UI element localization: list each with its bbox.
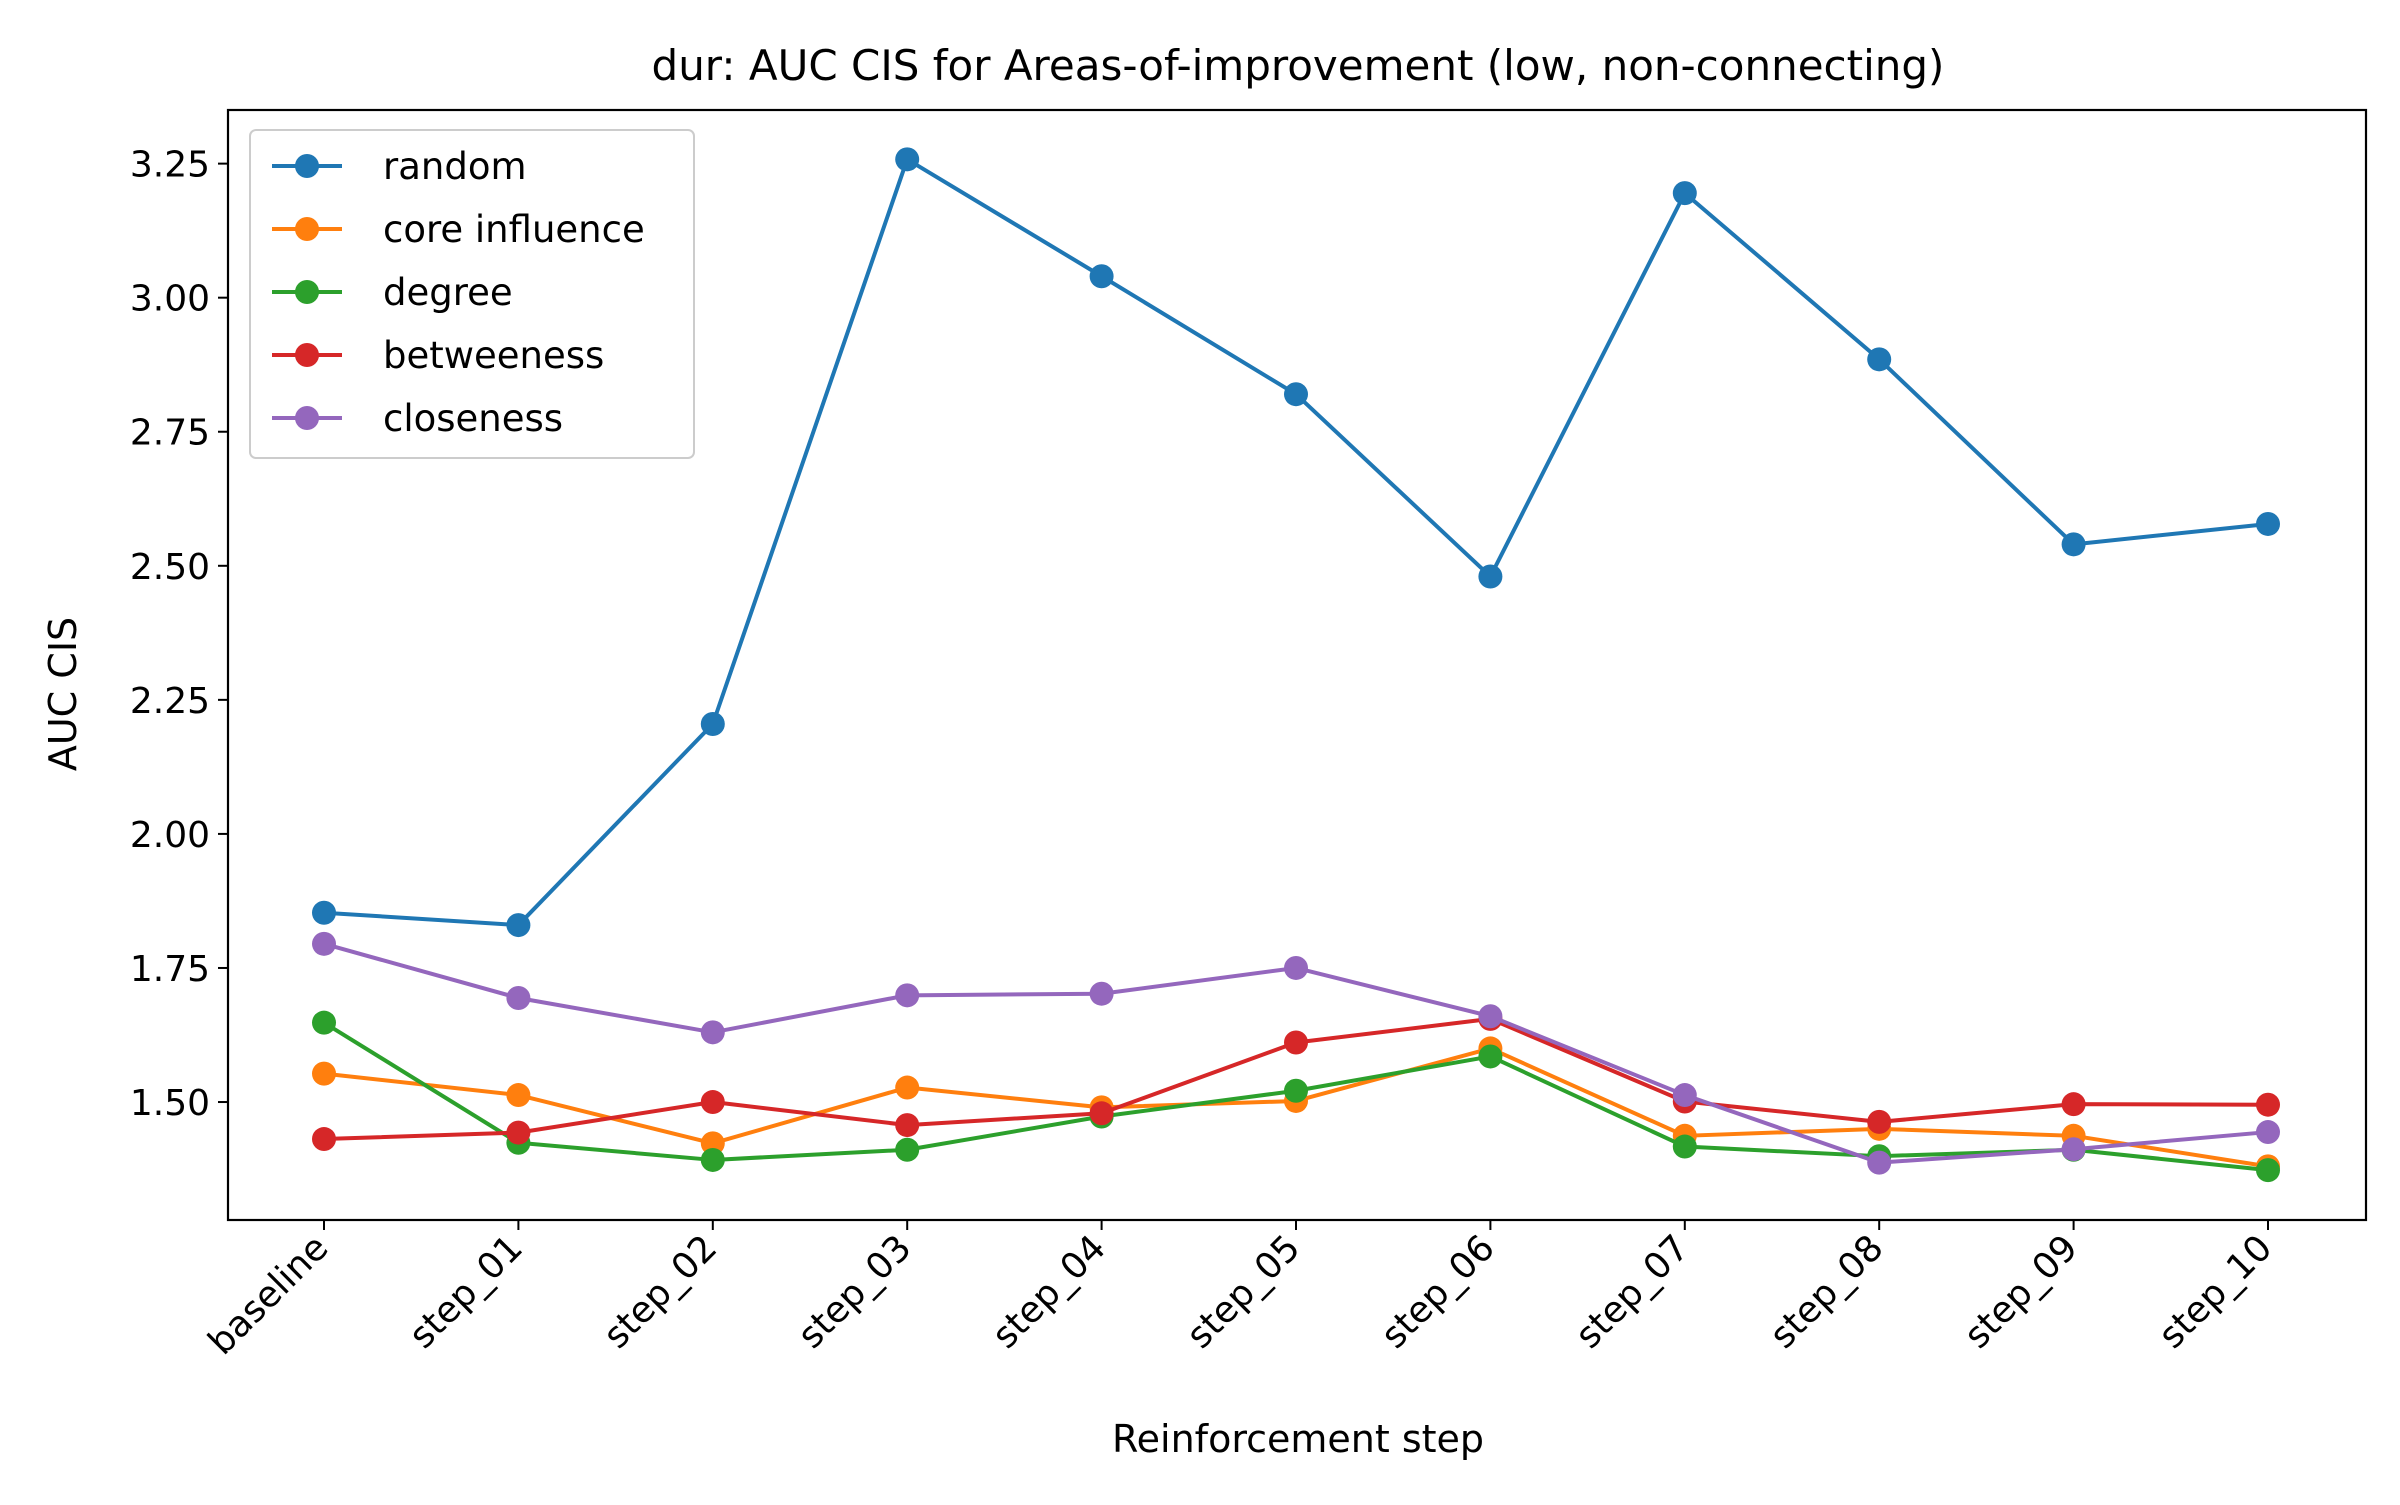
data-point-closeness xyxy=(1672,1083,1697,1108)
data-point-random xyxy=(1478,564,1503,589)
y-tick-label: 3.25 xyxy=(130,145,210,186)
data-point-random xyxy=(1089,264,1114,289)
data-point-degree xyxy=(2256,1158,2280,1183)
legend-label-betweeness: betweeness xyxy=(383,334,604,377)
data-point-degree xyxy=(700,1147,725,1172)
legend-marker-betweeness xyxy=(295,343,319,367)
data-point-betweeness xyxy=(312,1127,336,1152)
x-axis-label: Reinforcement step xyxy=(1112,1417,1484,1461)
legend-marker-core-influence xyxy=(295,217,319,241)
data-point-core-influence xyxy=(700,1131,725,1156)
data-point-random xyxy=(700,711,725,736)
data-point-betweeness xyxy=(1867,1109,1892,1134)
legend-box xyxy=(249,129,695,459)
y-tick-label: 1.50 xyxy=(130,1083,210,1124)
y-tick-label: 2.25 xyxy=(130,681,210,722)
y-tick-label: 1.75 xyxy=(130,949,210,990)
data-point-degree xyxy=(895,1137,920,1162)
legend-label-random: random xyxy=(383,145,527,188)
data-point-random xyxy=(1672,181,1697,206)
y-axis-label: AUC CIS xyxy=(41,617,85,771)
data-point-core-influence xyxy=(312,1061,336,1086)
data-point-closeness xyxy=(700,1020,725,1045)
legend-marker-degree xyxy=(295,280,319,304)
legend-label-core-influence: core influence xyxy=(383,208,645,251)
y-tick-label: 3.00 xyxy=(130,279,210,320)
data-point-random xyxy=(895,147,920,172)
data-point-random xyxy=(2061,532,2086,557)
data-point-betweeness xyxy=(1089,1101,1114,1126)
chart-title: dur: AUC CIS for Areas-of-improvement (l… xyxy=(652,41,1945,90)
data-point-closeness xyxy=(312,931,336,956)
y-tick-label: 2.50 xyxy=(130,547,210,588)
data-point-closeness xyxy=(1867,1150,1892,1175)
data-point-closeness xyxy=(2256,1120,2280,1145)
data-point-degree xyxy=(1284,1078,1308,1103)
data-point-core-influence xyxy=(895,1075,920,1100)
data-point-degree xyxy=(1672,1134,1697,1159)
data-point-random xyxy=(1284,382,1308,407)
data-point-closeness xyxy=(2061,1137,2086,1162)
data-point-betweeness xyxy=(1284,1030,1308,1055)
data-point-closeness xyxy=(506,986,531,1010)
data-point-closeness xyxy=(1089,981,1114,1006)
y-tick-label: 2.75 xyxy=(130,413,210,454)
data-point-degree xyxy=(312,1010,336,1035)
data-point-random xyxy=(312,900,336,925)
data-point-betweeness xyxy=(700,1090,725,1115)
legend-marker-closeness xyxy=(295,406,319,430)
legend-marker-random xyxy=(295,154,319,178)
data-point-betweeness xyxy=(2061,1092,2086,1117)
data-point-random xyxy=(1867,347,1892,372)
data-point-random xyxy=(2256,511,2280,536)
data-point-closeness xyxy=(1284,955,1308,980)
y-tick-label: 2.00 xyxy=(130,815,210,856)
data-point-betweeness xyxy=(895,1113,920,1138)
data-point-closeness xyxy=(895,983,920,1008)
data-point-core-influence xyxy=(506,1083,531,1108)
data-point-random xyxy=(506,913,531,938)
data-point-degree xyxy=(1478,1044,1503,1069)
data-point-closeness xyxy=(1478,1004,1503,1029)
data-point-betweeness xyxy=(506,1120,531,1145)
legend-label-closeness: closeness xyxy=(383,397,563,440)
data-point-betweeness xyxy=(2256,1092,2280,1117)
legend-label-degree: degree xyxy=(383,271,513,314)
